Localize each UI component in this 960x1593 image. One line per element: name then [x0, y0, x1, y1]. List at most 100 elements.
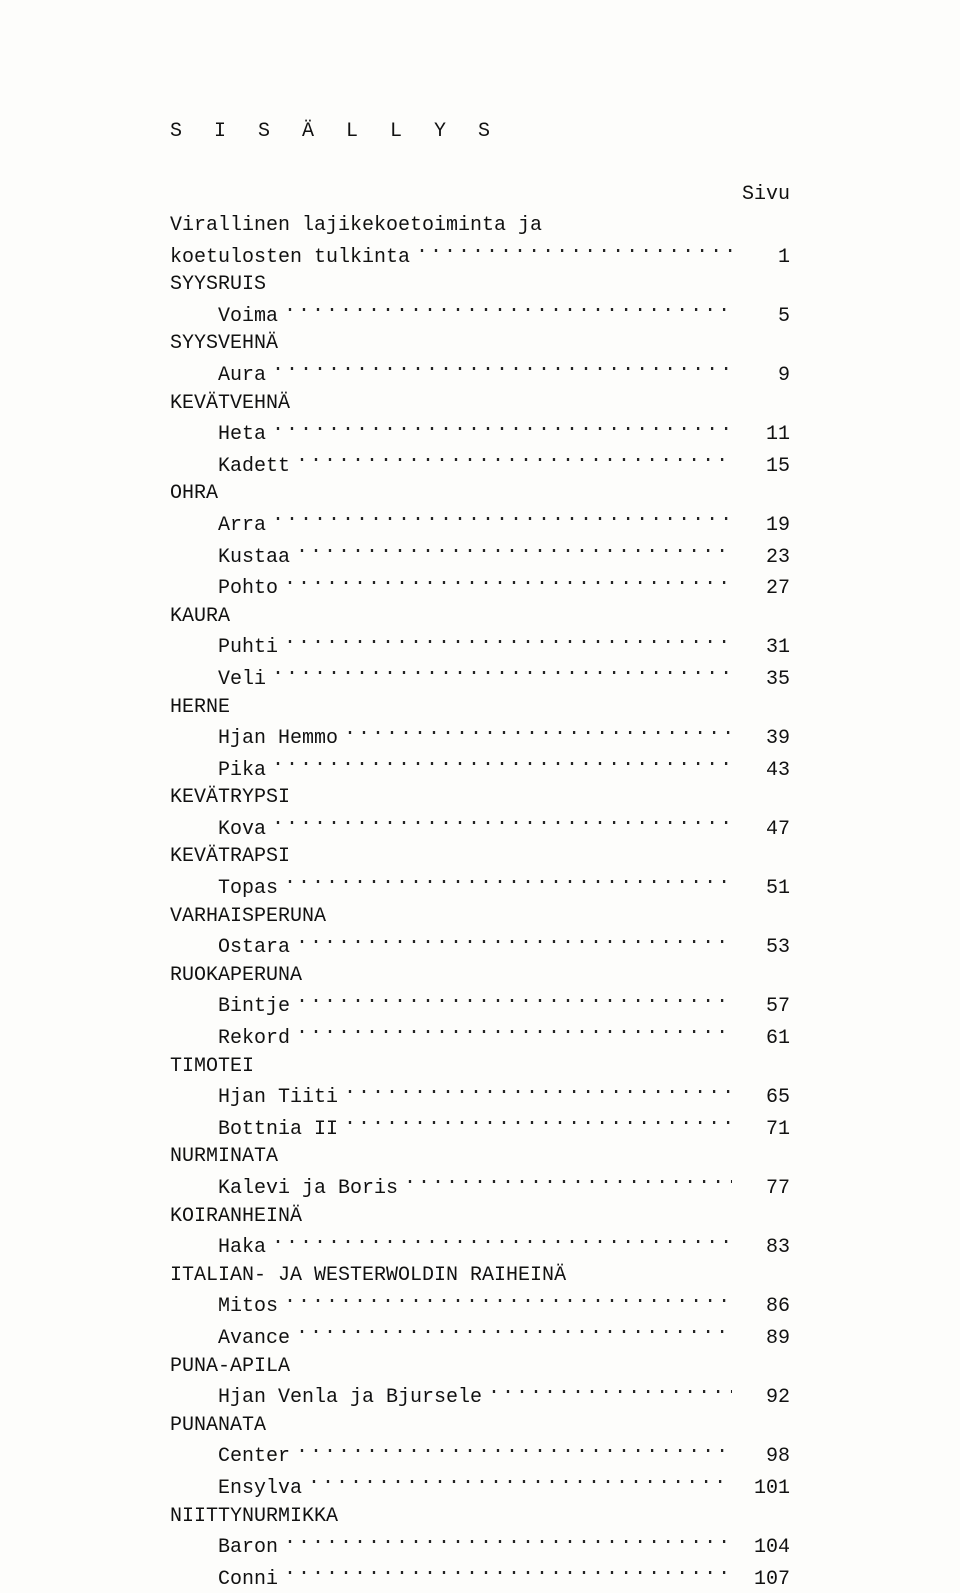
toc-item-page: 27 — [738, 575, 790, 603]
toc-section-label: KAURA — [170, 603, 230, 631]
toc-section: SYYSRUIS — [170, 271, 880, 299]
toc-item-page: 15 — [738, 453, 790, 481]
toc-item-label: Voima — [170, 303, 278, 331]
toc-item-label: Bintje — [170, 993, 290, 1021]
toc-item-label: Mitos — [170, 1293, 278, 1321]
leader-dots — [296, 1439, 732, 1461]
leader-dots — [296, 449, 732, 471]
toc-section-label: SYYSRUIS — [170, 271, 266, 299]
toc-item-page: 86 — [738, 1293, 790, 1321]
toc-item-label: Conni — [170, 1566, 278, 1593]
toc-item: Pika43 — [170, 753, 880, 785]
leader-dots — [344, 1112, 732, 1134]
toc-item-page: 71 — [738, 1116, 790, 1144]
toc-item-page: 77 — [738, 1175, 790, 1203]
toc-section-label: HERNE — [170, 694, 230, 722]
leader-dots — [284, 871, 732, 893]
doc-title: S I S Ä L L Y S — [170, 120, 880, 143]
toc-section-label: RUOKAPERUNA — [170, 962, 302, 990]
toc-item: Arra19 — [170, 508, 880, 540]
toc-item: Pohto 27 — [170, 571, 880, 603]
toc-section: KOIRANHEINÄ — [170, 1203, 880, 1231]
toc-item-page: 47 — [738, 816, 790, 844]
toc-section-label: OHRA — [170, 480, 218, 508]
toc-section: KEVÄTRYPSI — [170, 784, 880, 812]
toc-section: PUNANATA — [170, 1412, 880, 1440]
toc-item-page: 107 — [738, 1566, 790, 1593]
leader-dots — [284, 299, 732, 321]
toc-section: KAURA — [170, 603, 880, 631]
toc-section: KEVÄTRAPSI — [170, 843, 880, 871]
toc-section: VARHAISPERUNA — [170, 903, 880, 931]
toc-item-label: Kadett — [170, 453, 290, 481]
toc-item-label: Ostara — [170, 934, 290, 962]
toc-item: Avance89 — [170, 1321, 880, 1353]
toc-item-label: Hjan Tiiti — [170, 1084, 338, 1112]
toc-item-label: Topas — [170, 875, 278, 903]
toc-section: TIMOTEI — [170, 1053, 880, 1081]
toc-item: Mitos 86 — [170, 1289, 880, 1321]
leader-dots — [284, 630, 732, 652]
toc-section: NURMINATA — [170, 1143, 880, 1171]
toc-item-label: Hjan Venla ja Bjursele — [170, 1384, 482, 1412]
toc-section-label: ITALIAN- JA WESTERWOLDIN RAIHEINÄ — [170, 1262, 566, 1290]
toc-item-label: Bottnia II — [170, 1116, 338, 1144]
toc-item: Hjan Tiiti 65 — [170, 1080, 880, 1112]
toc-section-label: NURMINATA — [170, 1143, 278, 1171]
toc-item: Aura 9 — [170, 358, 880, 390]
toc-item-page: 104 — [738, 1534, 790, 1562]
toc-item-page: 11 — [738, 421, 790, 449]
leader-dots — [296, 1321, 732, 1343]
leader-dots — [284, 1289, 732, 1311]
page: S I S Ä L L Y S Sivu Virallinen lajikeko… — [0, 0, 960, 1386]
toc-item: Voima5 — [170, 299, 880, 331]
toc-item: Kalevi ja Boris77 — [170, 1171, 880, 1203]
toc-item-page: 65 — [738, 1084, 790, 1112]
toc-item-label: Aura — [170, 362, 266, 390]
toc-item-page: 39 — [738, 725, 790, 753]
leader-dots — [272, 1230, 732, 1252]
leader-dots — [488, 1380, 732, 1402]
toc-item: Kadett 15 — [170, 449, 880, 481]
toc-intro-line2: koetulosten tulkinta — [170, 244, 410, 272]
toc-section-label: KEVÄTRYPSI — [170, 784, 290, 812]
toc-item: Hjan Venla ja Bjursele 92 — [170, 1380, 880, 1412]
toc-section-label: KOIRANHEINÄ — [170, 1203, 302, 1231]
toc-item-page: 23 — [738, 544, 790, 572]
leader-dots — [284, 1530, 732, 1552]
toc-item-label: Veli — [170, 666, 266, 694]
toc-section: PUNA-APILA — [170, 1353, 880, 1381]
toc-item-page: 35 — [738, 666, 790, 694]
toc-item-page: 9 — [738, 362, 790, 390]
leader-dots — [344, 721, 732, 743]
toc-section: OHRA — [170, 480, 880, 508]
toc-intro-page: 1 — [738, 244, 790, 272]
toc-item: Center98 — [170, 1439, 880, 1471]
toc-item: Baron104 — [170, 1530, 880, 1562]
toc-intro-line1: Virallinen lajikekoetoiminta ja — [170, 212, 542, 240]
leader-dots — [272, 508, 732, 530]
toc-item: Kova47 — [170, 812, 880, 844]
leader-dots — [272, 358, 732, 380]
toc-item-page: 61 — [738, 1025, 790, 1053]
toc-item: Conni 107 — [170, 1562, 880, 1593]
toc-item: Veli 35 — [170, 662, 880, 694]
toc-item: Bintje57 — [170, 989, 880, 1021]
toc-item-page: 51 — [738, 875, 790, 903]
toc-item-page: 19 — [738, 512, 790, 540]
leader-dots — [272, 812, 732, 834]
page-column-header: Sivu — [170, 183, 790, 206]
toc-section-label: SYYSVEHNÄ — [170, 330, 278, 358]
toc-item-page: 53 — [738, 934, 790, 962]
toc-item: Topas 51 — [170, 871, 880, 903]
toc-item-page: 92 — [738, 1384, 790, 1412]
toc-item: Ensylva101 — [170, 1471, 880, 1503]
toc-item: Bottnia II 71 — [170, 1112, 880, 1144]
leader-dots — [296, 989, 732, 1011]
toc-section: KEVÄTVEHNÄ — [170, 390, 880, 418]
toc-item-page: 83 — [738, 1234, 790, 1262]
toc-item-page: 43 — [738, 757, 790, 785]
toc-item-label: Pohto — [170, 575, 278, 603]
toc-intro: Virallinen lajikekoetoiminta ja koetulos… — [170, 212, 880, 271]
toc-item: Hjan Hemmo39 — [170, 721, 880, 753]
